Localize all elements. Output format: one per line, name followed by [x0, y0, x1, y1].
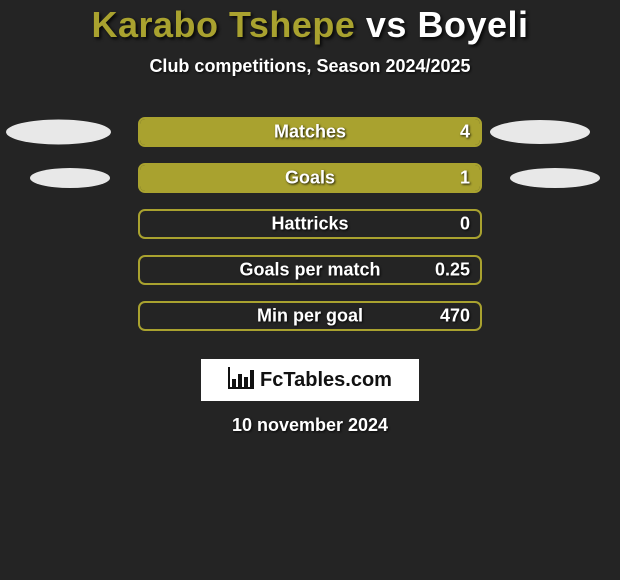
stat-label: Min per goal	[257, 306, 363, 327]
stat-row: Goals 1	[0, 163, 620, 193]
vs-text: vs	[355, 4, 417, 45]
stat-row: Goals per match 0.25	[0, 255, 620, 285]
stat-value: 470	[440, 306, 470, 327]
bar-chart-icon	[228, 367, 254, 394]
stat-label: Hattricks	[271, 214, 348, 235]
stat-bar: Goals 1	[138, 163, 482, 193]
player1-marker	[6, 120, 111, 145]
stat-label: Goals per match	[239, 260, 380, 281]
player1-name: Karabo Tshepe	[92, 4, 356, 45]
player2-name: Boyeli	[417, 4, 528, 45]
stat-row: Min per goal 470	[0, 301, 620, 331]
stat-value: 0.25	[435, 260, 470, 281]
stat-label: Goals	[285, 168, 335, 189]
date-text: 10 november 2024	[0, 415, 620, 436]
player2-marker	[510, 168, 600, 188]
source-logo: FcTables.com	[201, 359, 419, 401]
stat-row: Matches 4	[0, 117, 620, 147]
stat-label: Matches	[274, 122, 346, 143]
source-logo-text: FcTables.com	[260, 369, 392, 392]
stat-bar: Matches 4	[138, 117, 482, 147]
stat-value: 0	[460, 214, 470, 235]
stat-bar: Hattricks 0	[138, 209, 482, 239]
player1-marker	[30, 168, 110, 188]
stat-rows: Matches 4 Goals 1 Hattricks 0 Goals per match 0…	[0, 117, 620, 331]
stat-value: 1	[460, 168, 470, 189]
stat-bar: Min per goal 470	[138, 301, 482, 331]
comparison-card: Karabo Tshepe vs Boyeli Club competition…	[0, 0, 620, 436]
subtitle: Club competitions, Season 2024/2025	[0, 56, 620, 77]
stat-bar: Goals per match 0.25	[138, 255, 482, 285]
stat-row: Hattricks 0	[0, 209, 620, 239]
player2-marker	[490, 120, 590, 144]
page-title: Karabo Tshepe vs Boyeli	[0, 4, 620, 46]
stat-value: 4	[460, 122, 470, 143]
